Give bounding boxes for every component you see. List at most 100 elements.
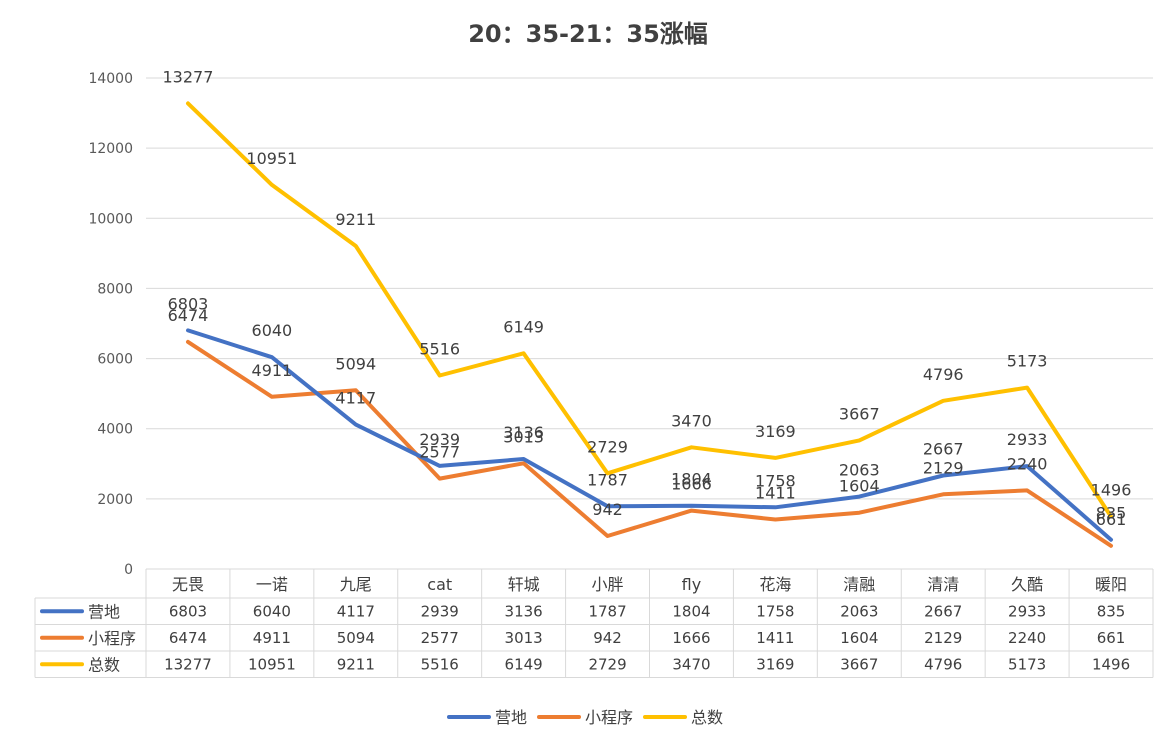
table-series-name: 营地 — [88, 602, 120, 621]
table-cell: 661 — [1097, 629, 1126, 647]
data-label: 9211 — [335, 210, 376, 229]
series-line-小程序 — [186, 339, 1113, 548]
data-label: 3470 — [671, 411, 712, 430]
table-cell: 6474 — [169, 629, 207, 647]
table-cell: 6803 — [169, 602, 207, 620]
data-label: 4911 — [252, 361, 293, 380]
table-cell: 3169 — [756, 655, 794, 673]
y-tick-label: 4000 — [97, 422, 133, 438]
x-tick-label: 暖阳 — [1095, 575, 1127, 594]
table-cell: 1787 — [588, 602, 626, 620]
x-tick-label: 无畏 — [172, 575, 204, 594]
y-tick-label: 6000 — [97, 352, 133, 368]
x-tick-label: 九尾 — [340, 575, 372, 594]
data-label: 1804 — [671, 470, 712, 489]
y-tick-label: 0 — [124, 562, 133, 578]
data-label: 3667 — [839, 404, 880, 423]
table-cell: 1804 — [672, 602, 710, 620]
data-label: 3169 — [755, 422, 796, 441]
table-cell: 9211 — [337, 655, 375, 673]
data-label: 2933 — [1007, 430, 1048, 449]
x-tick-label: cat — [427, 575, 452, 594]
table-cell: 3667 — [840, 655, 878, 673]
data-label: 6040 — [252, 321, 293, 340]
data-label: 2063 — [839, 461, 880, 480]
data-label: 2577 — [419, 443, 460, 462]
table-cell: 3013 — [505, 629, 543, 647]
data-label: 835 — [1096, 504, 1127, 523]
table-cell: 2729 — [588, 655, 626, 673]
y-tick-label: 12000 — [88, 141, 133, 157]
data-label: 661 — [1096, 510, 1127, 529]
legend-label: 小程序 — [585, 708, 633, 727]
y-tick-label: 2000 — [97, 492, 133, 508]
table-cell: 1758 — [756, 602, 794, 620]
data-labels: 6803 6040 4117 2939 3136 1787 1804 1758 2063 2667… — [163, 67, 1132, 528]
x-tick-label: 轩城 — [508, 575, 540, 594]
y-axis-ticks: 0 2000 4000 6000 8000 10000 12000 14000 — [88, 71, 133, 578]
data-label: 2129 — [923, 458, 964, 477]
table-cell: 5094 — [337, 629, 375, 647]
table-cell: 4911 — [253, 629, 291, 647]
series-line-总数 — [186, 101, 1113, 519]
data-label: 5173 — [1007, 352, 1048, 371]
table-cell: 942 — [593, 629, 622, 647]
table-cell: 2667 — [924, 602, 962, 620]
x-tick-label: 小胖 — [592, 575, 624, 594]
chart-title: 20：35-21：35涨幅 — [468, 20, 708, 48]
gridlines — [146, 77, 1153, 500]
table-series-name: 小程序 — [88, 629, 136, 648]
data-label: 1758 — [755, 471, 796, 490]
data-label: 6474 — [168, 306, 209, 325]
data-label: 1604 — [839, 477, 880, 496]
x-tick-label: 久酷 — [1011, 575, 1043, 594]
data-label: 2939 — [419, 430, 460, 449]
table-cell: 1666 — [672, 629, 710, 647]
table-cell: 2129 — [924, 629, 962, 647]
table-cell: 1604 — [840, 629, 878, 647]
table-series-name: 总数 — [88, 655, 120, 674]
table-cell: 2933 — [1008, 602, 1046, 620]
table-cell: 2240 — [1008, 629, 1046, 647]
y-tick-label: 10000 — [88, 211, 133, 227]
table-cell: 3136 — [505, 602, 543, 620]
table-cell: 1496 — [1092, 655, 1130, 673]
data-label: 6149 — [503, 317, 544, 336]
data-label: 4796 — [923, 365, 964, 384]
data-label: 2729 — [587, 437, 628, 456]
data-label: 1787 — [587, 470, 628, 489]
table-cell: 6149 — [505, 655, 543, 673]
data-label: 3013 — [503, 427, 544, 446]
data-label: 1411 — [755, 484, 796, 503]
table-cell: 6040 — [253, 602, 291, 620]
data-label: 5094 — [335, 354, 376, 373]
table-cell: 10951 — [248, 655, 296, 673]
data-label: 5516 — [419, 340, 460, 359]
data-label: 1496 — [1091, 481, 1132, 500]
data-label: 13277 — [163, 67, 214, 86]
series-lines — [186, 101, 1113, 548]
table-cell: 2063 — [840, 602, 878, 620]
legend-label: 总数 — [691, 708, 723, 727]
x-tick-label: 一诺 — [256, 575, 288, 594]
series-line-营地 — [186, 328, 1113, 542]
data-label: 2240 — [1007, 454, 1048, 473]
data-label: 6803 — [168, 294, 209, 313]
x-tick-label: 清融 — [843, 575, 875, 594]
y-tick-label: 8000 — [97, 281, 133, 297]
legend-label: 营地 — [495, 708, 527, 727]
legend: 营地 小程序 总数 — [447, 708, 723, 727]
data-label: 4117 — [335, 389, 376, 408]
table-cell: 13277 — [164, 655, 212, 673]
data-label: 2667 — [923, 439, 964, 458]
table-cell: 3470 — [672, 655, 710, 673]
table-cell: 5173 — [1008, 655, 1046, 673]
table-cell: 4117 — [337, 602, 375, 620]
data-label: 1666 — [671, 475, 712, 494]
data-label: 10951 — [246, 149, 297, 168]
table-cell: 1411 — [756, 629, 794, 647]
x-tick-label: 清清 — [927, 575, 959, 594]
x-tick-label: 花海 — [759, 575, 791, 594]
